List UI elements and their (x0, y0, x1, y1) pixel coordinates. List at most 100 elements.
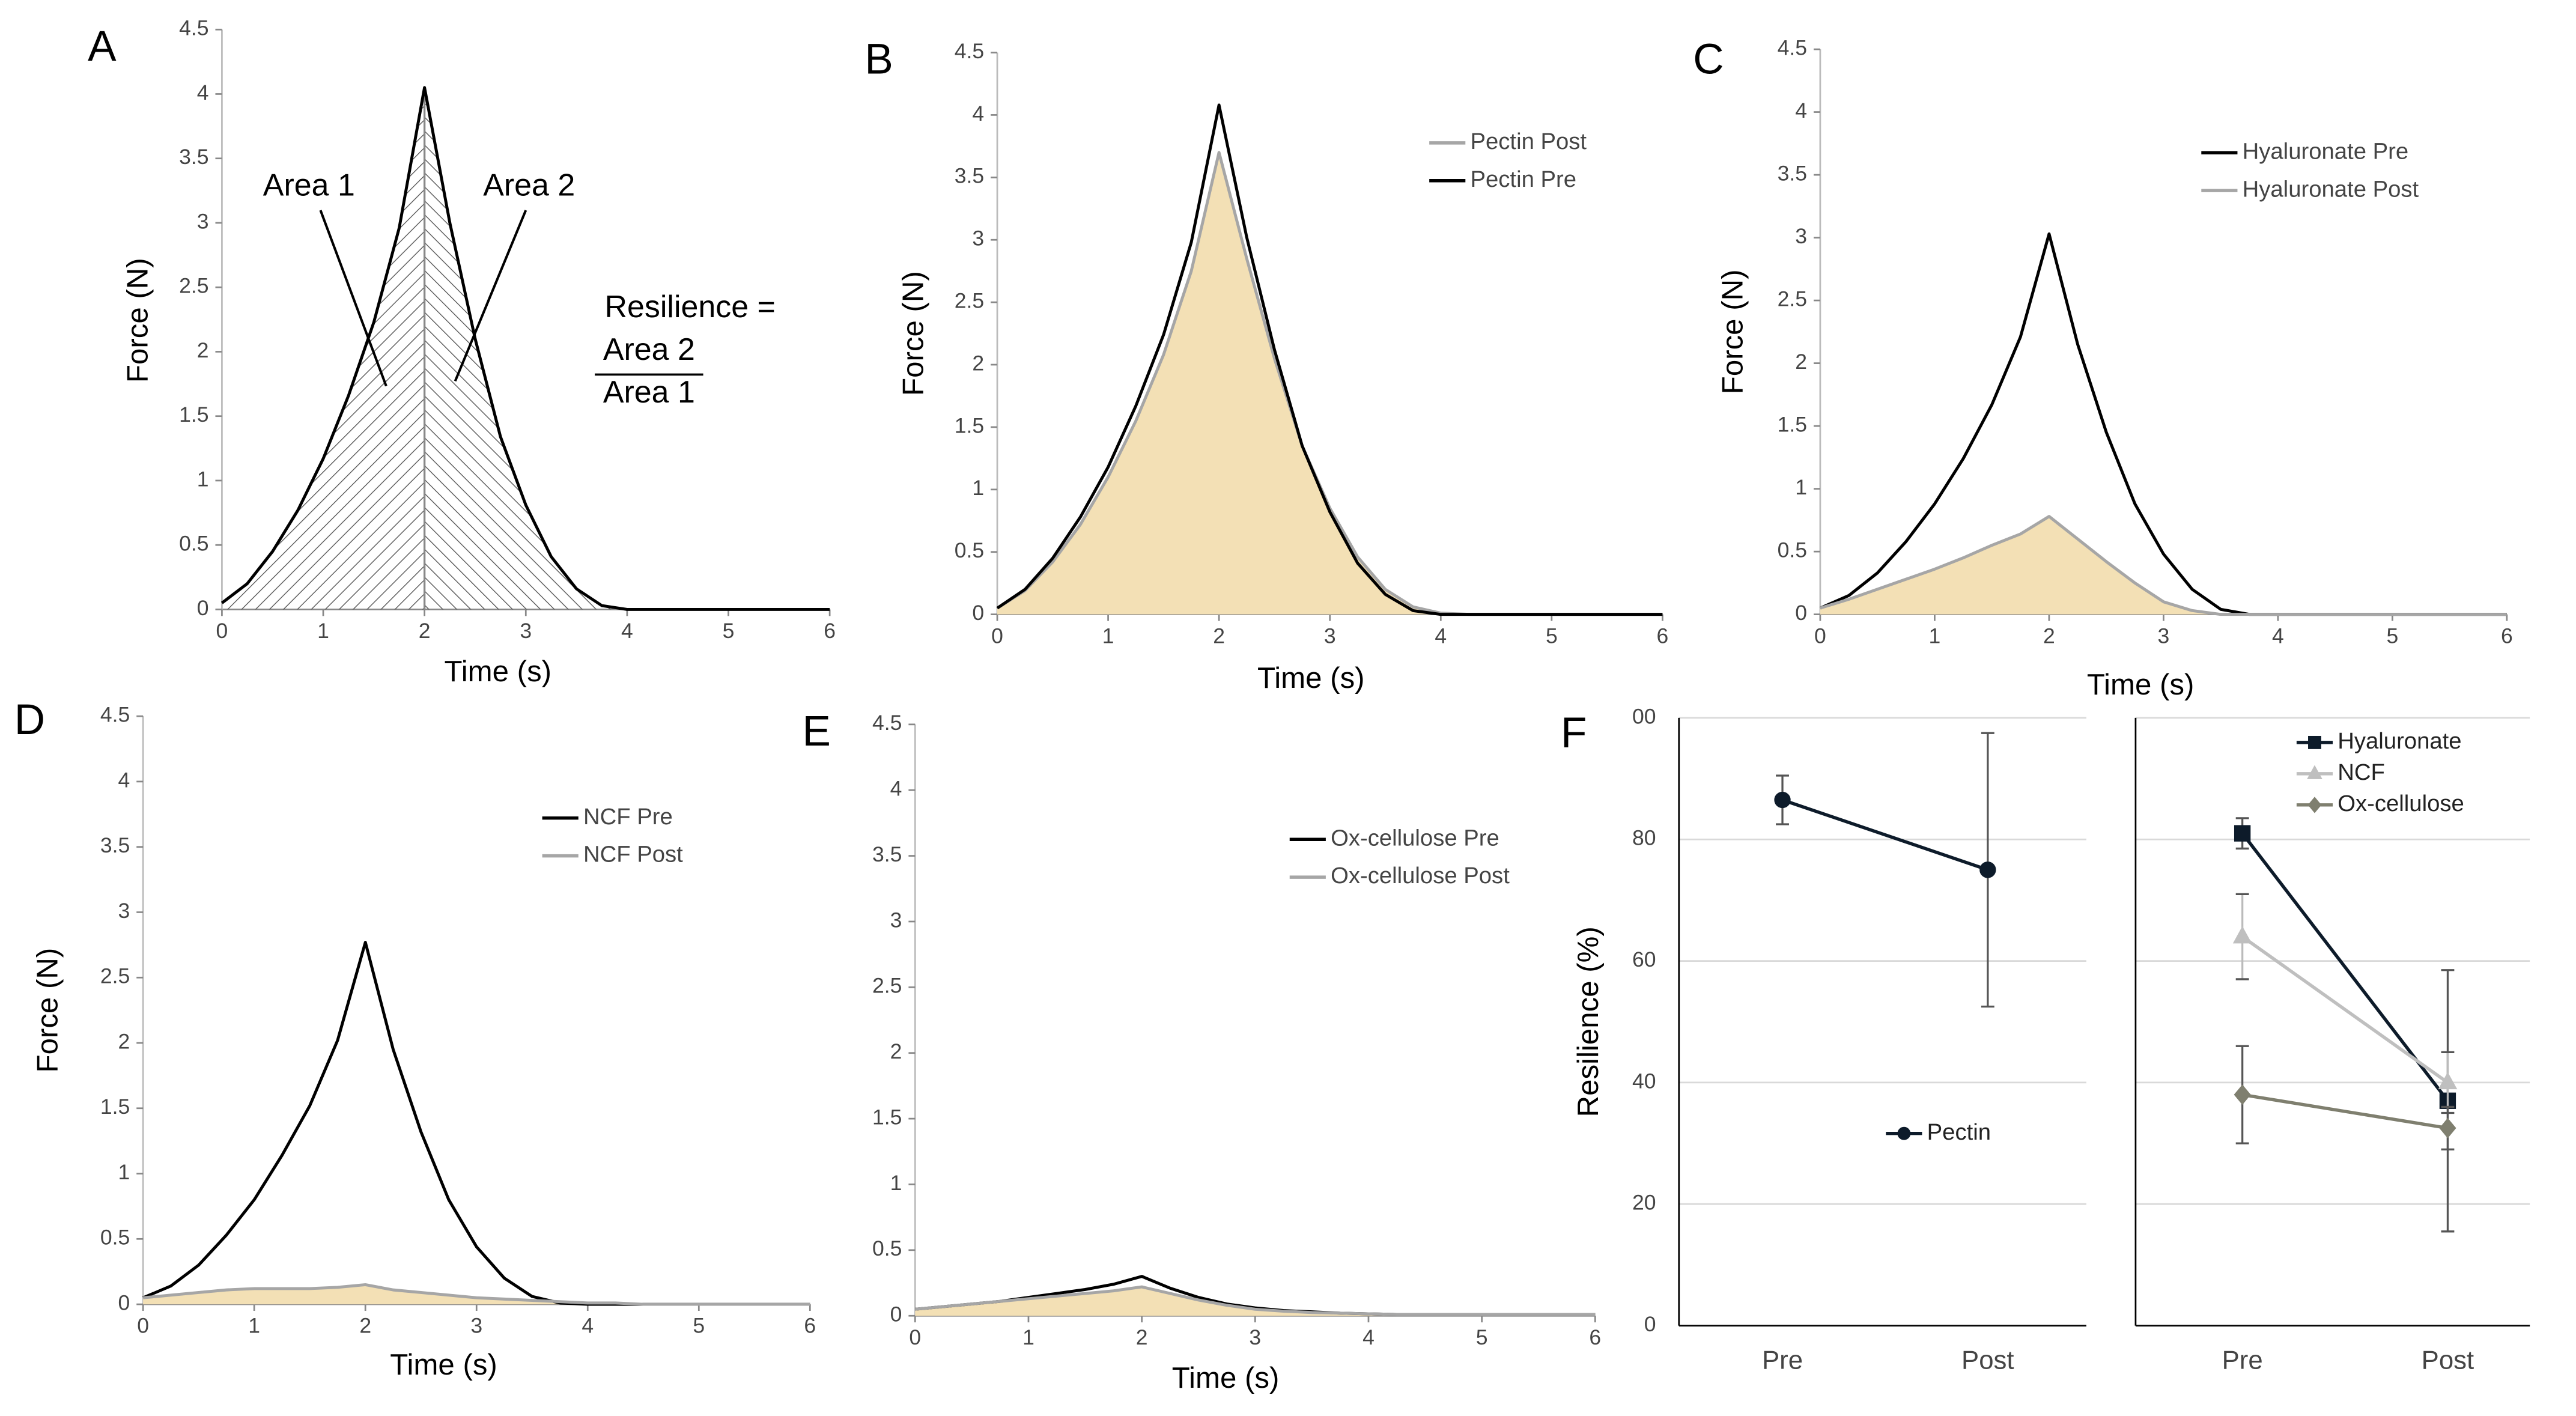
y-tick-label: 3.5 (1778, 161, 1807, 185)
area (915, 1287, 1596, 1316)
x-tick-label: 1 (1102, 624, 1114, 648)
x-tick-label: 0 (137, 1314, 149, 1338)
marker (2439, 1117, 2456, 1138)
y-tick-label: 1.5 (872, 1105, 902, 1129)
line (220, 86, 830, 611)
y-tick-label: 1 (890, 1171, 902, 1195)
legend-label: NCF Post (583, 842, 683, 868)
y-tick-label: 4 (890, 777, 902, 801)
panel-letter: D (14, 696, 45, 744)
y-tick-label: 1 (118, 1160, 130, 1184)
marker (2234, 825, 2251, 842)
y-tick-label: 0 (118, 1290, 130, 1314)
y-tick-label: 4.5 (1778, 35, 1807, 59)
x-tick-label: 2 (419, 619, 431, 643)
y-tick-label: 2 (118, 1029, 130, 1053)
legend-label: Hyaluronate Post (2243, 176, 2419, 202)
x-tick-label: 0 (1814, 624, 1826, 648)
y-tick-label: 2.5 (100, 964, 130, 988)
y-tick-label: 80 (1632, 826, 1656, 850)
x-tick-label: 4 (1362, 1325, 1375, 1349)
x-tick-label: Post (2422, 1345, 2474, 1375)
x-tick-label: 1 (1929, 624, 1941, 648)
y-tick-label: 2 (197, 338, 209, 362)
x-tick-label: 6 (1657, 624, 1669, 648)
x-tick-label: 5 (1476, 1325, 1488, 1349)
y-tick-label: 00 (1632, 704, 1656, 728)
legend-label: Ox-cellulose Post (1331, 863, 1510, 889)
y-tick-label: 3 (890, 908, 902, 932)
line (1820, 515, 2507, 616)
line (915, 1285, 1596, 1316)
y-tick-label: 0 (890, 1302, 902, 1326)
y-tick-label: 0.5 (955, 538, 984, 562)
panel-letter: A (88, 23, 117, 70)
y-tick-label: 4.5 (872, 711, 902, 735)
y-tick-label: 4 (972, 102, 984, 126)
x-tick-label: 5 (723, 619, 735, 643)
marker (1979, 861, 1996, 878)
y-tick-label: 0.5 (100, 1226, 130, 1250)
y-tick-label: 3 (118, 899, 130, 923)
x-tick-label: 2 (1213, 624, 1225, 648)
x-axis-title: Time (s) (390, 1348, 497, 1381)
marker (2307, 797, 2322, 813)
y-tick-label: 0.5 (179, 532, 208, 556)
x-tick-label: 3 (2158, 624, 2170, 648)
legend-label: Hyaluronate Pre (2243, 138, 2409, 164)
y-tick-label: 2 (890, 1039, 902, 1063)
x-tick-label: 0 (909, 1325, 921, 1349)
y-axis-title: Force (N) (1716, 269, 1749, 394)
y-tick-label: 4.5 (179, 16, 208, 40)
marker (2234, 1084, 2251, 1105)
marker (1897, 1126, 1911, 1140)
area (997, 152, 1663, 615)
line (2241, 935, 2449, 1084)
x-axis-title: Time (s) (1172, 1361, 1280, 1394)
y-axis-title: Force (N) (896, 271, 929, 396)
y-tick-label: 0.5 (872, 1236, 902, 1260)
y-tick-label: 20 (1632, 1191, 1656, 1215)
x-tick-label: 3 (1324, 624, 1336, 648)
line (1782, 798, 1988, 872)
y-tick-label: 1.5 (179, 403, 208, 427)
marker (1774, 791, 1791, 809)
marker (2438, 1072, 2458, 1090)
legend-label: Pectin Pre (1471, 166, 1577, 192)
y-tick-label: 2.5 (1778, 287, 1807, 311)
legend-label: Ox-cellulose (2338, 791, 2464, 816)
y-tick-label: 0 (1644, 1312, 1656, 1336)
legend-label: Pectin (1927, 1119, 1991, 1145)
annotation-pointer (454, 210, 527, 382)
marker (2308, 735, 2321, 749)
y-tick-label: 4 (118, 768, 130, 792)
y-tick-label: 3 (972, 226, 984, 251)
x-tick-label: Pre (2222, 1345, 2263, 1375)
panel-letter: B (864, 36, 893, 84)
x-tick-label: 6 (2501, 624, 2513, 648)
legend-label: Hyaluronate (2338, 728, 2461, 754)
y-tick-label: 4.5 (100, 703, 130, 727)
x-tick-label: 5 (693, 1314, 705, 1338)
x-axis-title: Time (s) (1257, 661, 1365, 694)
x-tick-label: 6 (1589, 1325, 1601, 1349)
line (2242, 1093, 2448, 1130)
annotation: Area 1 (263, 168, 355, 202)
line (142, 1283, 810, 1306)
y-axis-title: Resilience (%) (1572, 926, 1605, 1117)
y-tick-label: 2.5 (955, 289, 984, 313)
area (1820, 516, 2507, 615)
y-tick-label: 4 (197, 81, 209, 105)
area (424, 87, 830, 610)
x-tick-label: 5 (1546, 624, 1558, 648)
annotation: Resilience = (605, 290, 776, 324)
line (996, 103, 1663, 616)
y-tick-label: 60 (1632, 947, 1656, 971)
y-tick-label: 3.5 (872, 842, 902, 866)
marker (2232, 926, 2252, 944)
y-tick-label: 1 (1795, 475, 1807, 499)
x-tick-label: 1 (317, 619, 329, 643)
y-tick-label: 3.5 (100, 833, 130, 857)
y-tick-label: 3 (197, 209, 209, 233)
x-tick-label: 3 (520, 619, 532, 643)
